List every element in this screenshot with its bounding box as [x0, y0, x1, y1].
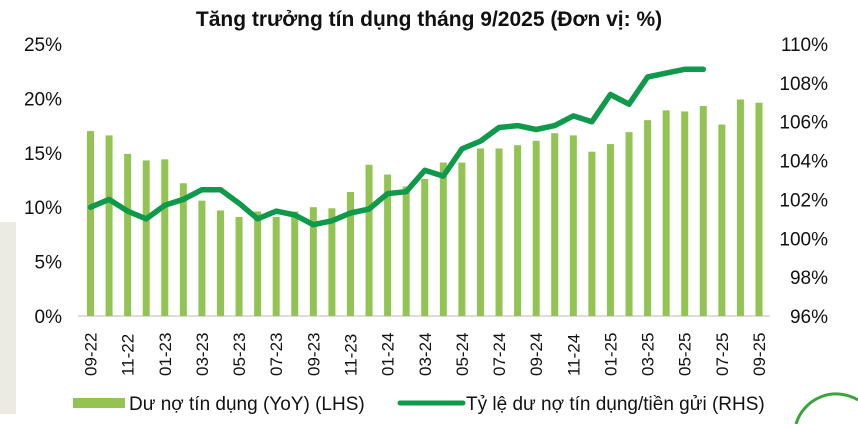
x-axis-tick: 03-23: [193, 333, 212, 376]
line-series: [87, 66, 707, 228]
x-axis-tick: 03-25: [639, 333, 658, 376]
bar: [87, 131, 94, 316]
x-axis-tick: 09-23: [304, 333, 323, 376]
legend-bar-label: Dư nợ tín dụng (YoY) (LHS): [129, 394, 365, 415]
x-axis-tick: 09-22: [82, 333, 101, 376]
x-axis-tick: 09-24: [527, 333, 546, 376]
x-axis-tick: 07-23: [267, 333, 286, 376]
x-axis-tick: 11-24: [564, 334, 583, 376]
bar: [124, 153, 132, 316]
x-axis-tick: 01-24: [379, 333, 398, 376]
bar: [569, 135, 577, 316]
bar: [644, 120, 652, 316]
bar: [421, 178, 429, 316]
x-axis-tick: 11-23: [341, 334, 360, 376]
bar: [606, 144, 614, 316]
left-axis-tick: 5%: [35, 253, 63, 274]
left-axis: 0% 5% 10% 15% 20% 25%: [24, 35, 62, 328]
side-panel: [0, 222, 16, 414]
x-axis-tick: 05-23: [230, 333, 249, 376]
x-axis-tick: 09-25: [750, 333, 769, 376]
right-axis-tick: 106%: [779, 113, 828, 134]
bar: [365, 164, 373, 316]
right-axis-tick: 110%: [781, 35, 828, 56]
bar: [142, 160, 150, 316]
bar: [105, 135, 113, 316]
bar: [198, 200, 206, 316]
right-axis-tick: 102%: [779, 190, 828, 211]
x-axis-tick: 05-25: [676, 333, 695, 376]
bar: [718, 124, 726, 317]
chart-title: Tăng trưởng tín dụng tháng 9/2025 (Đơn v…: [195, 8, 663, 31]
left-axis-tick: 10%: [24, 198, 62, 219]
bar: [309, 207, 317, 316]
bar: [681, 111, 689, 317]
bar: [588, 151, 596, 316]
bar: [551, 133, 559, 316]
right-axis: 96% 98% 100% 102% 104% 106% 108% 110%: [779, 35, 828, 328]
left-axis-tick: 20%: [24, 89, 62, 110]
right-axis-tick: 104%: [779, 152, 828, 173]
bar: [235, 216, 243, 316]
circle-annotation: [794, 392, 858, 424]
bar: [755, 102, 763, 316]
bar: [736, 99, 744, 316]
bar: [216, 210, 224, 316]
bar: [161, 159, 169, 316]
bar: [346, 191, 354, 316]
x-axis-tick: 07-24: [490, 333, 509, 376]
x-axis-tick: 11-22: [119, 334, 138, 376]
right-axis-tick: 98%: [790, 268, 828, 289]
bar: [179, 183, 187, 316]
bar: [384, 174, 392, 316]
bar: [662, 110, 670, 316]
bar: [458, 162, 466, 316]
bar: [495, 148, 503, 316]
right-axis-tick: 108%: [779, 74, 828, 95]
x-axis-tick: 01-23: [156, 333, 175, 376]
right-axis-tick: 96%: [790, 307, 828, 328]
bar: [514, 145, 522, 316]
legend-line-label: Tỷ lệ dư nợ tín dụng/tiền gửi (RHS): [466, 394, 765, 415]
bar: [625, 132, 633, 316]
left-axis-tick: 15%: [24, 144, 62, 165]
x-axis-tick: 07-25: [713, 333, 732, 376]
left-axis-tick: 0%: [35, 307, 63, 328]
bar: [439, 162, 447, 316]
bar: [402, 186, 410, 316]
bar-series: [87, 99, 763, 317]
bar: [291, 211, 299, 316]
x-axis-tick: 03-24: [416, 333, 435, 376]
x-axis-tick: 01-25: [601, 333, 620, 376]
right-axis-tick: 100%: [779, 229, 828, 250]
bar: [476, 148, 484, 316]
bar: [699, 106, 707, 317]
legend: Dư nợ tín dụng (YoY) (LHS) Tỷ lệ dư nợ t…: [73, 394, 765, 415]
x-axis-tick: 05-24: [453, 333, 472, 376]
bar: [532, 140, 540, 316]
x-axis-labels: 09-22 11-22 01-23 03-23 05-23 07-23 09-23 11-23…: [82, 333, 770, 376]
left-axis-tick: 25%: [24, 35, 62, 56]
bar: [272, 216, 280, 316]
legend-bar-swatch: [73, 398, 125, 408]
bar: [328, 208, 336, 316]
bar: [254, 211, 262, 316]
